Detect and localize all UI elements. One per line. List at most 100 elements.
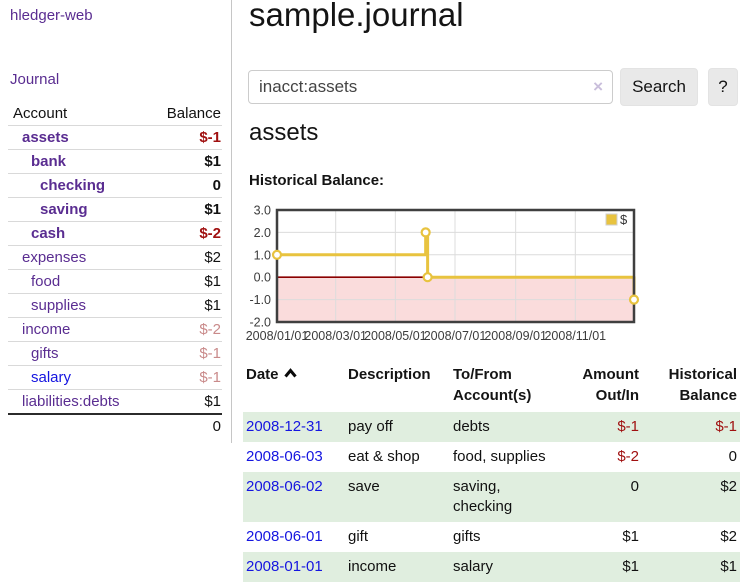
accounts-balance-table: Account Balance assets $-1 bank $1 check… [8, 103, 222, 438]
register-row: 2008-12-31 pay off debts $-1 $-1 [243, 412, 740, 442]
historical-balance-chart: $3.0 2.0 1.0 0.0 -1.0 -2.02008/01/012008/03/0… [246, 204, 640, 343]
accounts-header-balance: Balance [166, 105, 221, 122]
transaction-description: save [348, 478, 380, 495]
transaction-balance: $2 [720, 528, 737, 545]
transaction-amount: $-1 [617, 418, 639, 435]
account-row: supplies $1 [8, 293, 222, 318]
search-input[interactable] [248, 70, 613, 104]
data-point-marker [422, 272, 433, 283]
transaction-amount: 0 [630, 478, 639, 495]
account-row: assets $-1 [8, 125, 222, 150]
account-row: liabilities:debts $1 [8, 389, 222, 414]
account-balance: $-1 [146, 125, 222, 150]
col-header-balance: Historical Balance [642, 361, 740, 412]
account-link-cash[interactable]: cash [31, 225, 66, 242]
search-button[interactable]: Search [620, 68, 698, 106]
data-point-marker [271, 249, 283, 260]
transaction-balance: $2 [720, 478, 737, 495]
legend-label: $ [620, 212, 628, 227]
account-link-assets[interactable]: assets [22, 129, 69, 146]
account-link-checking[interactable]: checking [40, 177, 106, 194]
x-tick-label: 2008/07/01 [424, 329, 487, 343]
transaction-date-link[interactable]: 2008-12-31 [246, 418, 323, 435]
col-header-balance-line1: Historical [668, 366, 737, 383]
account-balance: $-1 [146, 365, 222, 390]
transaction-date-link[interactable]: 2008-06-02 [246, 478, 323, 495]
transaction-amount: $1 [622, 558, 639, 575]
data-point-marker [628, 294, 640, 305]
help-button[interactable]: ? [708, 68, 738, 106]
x-tick-label: 2008/03/01 [304, 329, 367, 343]
chart-title: Historical Balance: [249, 172, 385, 189]
account-link-salary[interactable]: salary [31, 369, 72, 386]
accounts-total-balance: 0 [146, 413, 222, 438]
accounts-header-account: Account [13, 105, 68, 122]
account-link-supplies[interactable]: supplies [31, 297, 87, 314]
transaction-description: pay off [348, 418, 393, 435]
col-header-date-label: Date [246, 366, 279, 383]
account-row: income $-2 [8, 317, 222, 342]
transaction-date-link[interactable]: 2008-06-01 [246, 528, 323, 545]
account-link-liabilities-debts[interactable]: liabilities:debts [22, 393, 120, 410]
x-tick-label: 2008/05/01 [364, 329, 427, 343]
col-header-date[interactable]: Date [243, 361, 345, 412]
account-row: expenses $2 [8, 245, 222, 270]
search-form: × Search ? [248, 68, 742, 106]
account-row: gifts $-1 [8, 341, 222, 366]
col-header-balance-line2: Balance [679, 387, 737, 404]
transaction-accounts: debts [453, 418, 490, 435]
transaction-description: eat & shop [348, 448, 420, 465]
register-row: 2008-06-03 eat & shop food, supplies $-2… [243, 442, 740, 472]
data-point-marker [420, 227, 431, 238]
sidebar: hledger-web Journal Account Balance asse… [0, 0, 231, 582]
accounts-total-row: 0 [8, 413, 222, 438]
account-balance: $-2 [146, 221, 222, 246]
account-link-expenses[interactable]: expenses [22, 249, 87, 266]
app-title-link[interactable]: hledger-web [10, 7, 93, 24]
account-balance: $1 [146, 269, 222, 294]
register-header-row: Date Description To/From Account(s) Amou… [243, 361, 740, 412]
col-header-description: Description [348, 366, 431, 383]
chart-plot-border [275, 208, 636, 324]
register-row: 2008-01-01 income salary $1 $1 [243, 552, 740, 582]
transaction-description: income [348, 558, 397, 575]
account-row: salary $-1 [8, 365, 222, 390]
account-row: saving $1 [8, 197, 222, 222]
y-tick-label: -2.0 [249, 316, 271, 330]
transaction-balance: 0 [728, 448, 737, 465]
register-row: 2008-06-01 gift gifts $1 $2 [243, 522, 740, 552]
transaction-amount: $1 [622, 528, 639, 545]
register-table: Date Description To/From Account(s) Amou… [243, 361, 740, 582]
x-tick-label: 2008/01/01 [246, 329, 309, 343]
y-tick-label: 3.0 [254, 204, 271, 218]
account-balance: $2 [146, 245, 222, 270]
account-link-food[interactable]: food [31, 273, 61, 290]
x-tick-label: 2008/11/01 [544, 329, 606, 343]
account-balance: $-1 [146, 341, 222, 366]
search-clear-icon[interactable]: × [593, 77, 603, 96]
page-title: sample.journal [249, 0, 464, 33]
sidebar-divider [231, 0, 232, 443]
y-tick-label: 1.0 [254, 248, 271, 262]
transaction-accounts: salary [453, 558, 494, 575]
transaction-accounts: saving, checking [453, 478, 513, 515]
col-header-account-line1: To/From [453, 366, 512, 383]
account-row: food $1 [8, 269, 222, 294]
account-balance: $1 [146, 197, 222, 222]
account-balance: 0 [146, 173, 222, 198]
transaction-date-link[interactable]: 2008-06-03 [246, 448, 323, 465]
account-link-income[interactable]: income [22, 321, 71, 338]
transaction-balance: $1 [720, 558, 737, 575]
account-link-saving[interactable]: saving [40, 201, 88, 218]
transaction-balance: $-1 [715, 418, 737, 435]
account-row: checking 0 [8, 173, 222, 198]
account-link-bank[interactable]: bank [31, 153, 67, 170]
account-link-gifts[interactable]: gifts [31, 345, 59, 362]
register-row: 2008-06-02 save saving, checking 0 $2 [243, 472, 740, 522]
account-row: cash $-2 [8, 221, 222, 246]
sidebar-item-journal[interactable]: Journal [10, 71, 60, 88]
accounts-header-row: Account Balance [8, 103, 222, 126]
account-balance: $-2 [146, 317, 222, 342]
transaction-date-link[interactable]: 2008-01-01 [246, 558, 323, 575]
